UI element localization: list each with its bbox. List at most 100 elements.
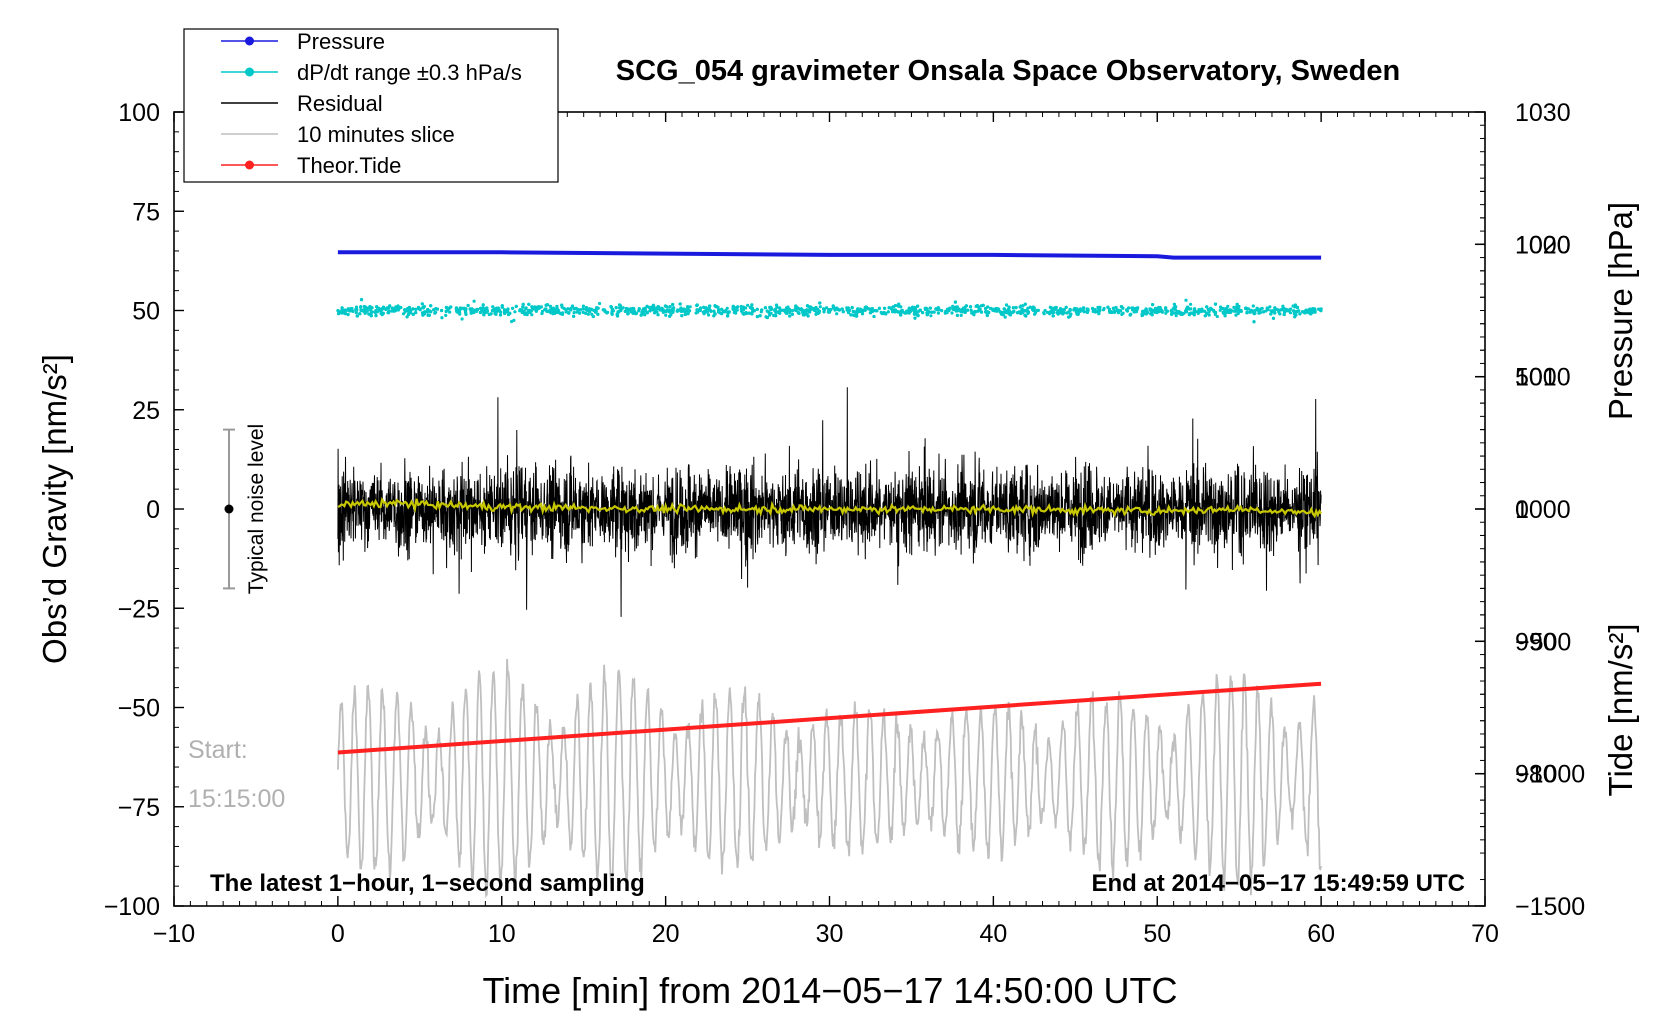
dpdt-point [1074, 310, 1078, 314]
dpdt-point [379, 308, 383, 312]
dpdt-point [1269, 312, 1273, 316]
dpdt-point [940, 309, 944, 313]
dpdt-point [1189, 302, 1193, 306]
legend-box [183, 28, 559, 183]
dpdt-point [1145, 309, 1149, 313]
dpdt-point [803, 310, 807, 314]
dpdt-point [1255, 306, 1259, 310]
dpdt-point [373, 310, 377, 314]
dpdt-point [545, 309, 550, 314]
dpdt-point [680, 314, 684, 318]
residual-smoothed-series [337, 496, 1323, 519]
dpdt-point [514, 304, 518, 308]
dpdt-point [1233, 309, 1238, 313]
dpdt-point [1196, 311, 1200, 315]
dpdt-point [712, 309, 716, 313]
dpdt-point [731, 307, 735, 311]
dpdt-point [925, 307, 929, 311]
residual-smoothed-line [337, 496, 1323, 519]
dpdt-point [1317, 307, 1321, 311]
dpdt-point [1067, 310, 1071, 314]
dpdt-point [977, 308, 981, 312]
dpdt-point [1164, 308, 1168, 312]
dpdt-point [1031, 305, 1035, 309]
dpdt-point [726, 314, 730, 318]
pressure-tick-label: 1020 [1515, 231, 1571, 259]
dpdt-point [588, 310, 592, 314]
dpdt-point [1257, 311, 1261, 315]
dpdt-point [411, 307, 415, 311]
dpdt-point [959, 308, 964, 312]
dpdt-point [986, 311, 991, 315]
dpdt-point [530, 313, 534, 317]
start-label: Start: [188, 736, 248, 764]
x-tick-label: 0 [331, 920, 345, 948]
dpdt-point [805, 312, 809, 316]
dpdt-point [828, 309, 832, 313]
dpdt-point [1108, 310, 1112, 314]
dpdt-point [545, 303, 550, 307]
dpdt-point [744, 311, 748, 316]
dpdt-point [752, 309, 756, 313]
dpdt-point [591, 314, 595, 319]
dpdt-point [1060, 308, 1064, 312]
dpdt-point [671, 310, 675, 314]
dpdt-point [370, 310, 374, 314]
legend-label: Pressure [297, 29, 385, 54]
pressure-tick-label: 980 [1515, 761, 1557, 789]
dpdt-point [1102, 306, 1106, 311]
dpdt-point [1020, 311, 1024, 315]
dpdt-point [1151, 303, 1155, 307]
dpdt-point [1073, 306, 1077, 311]
pressure-line [337, 250, 1322, 260]
tide-tick-label: 0 [1515, 496, 1529, 524]
dpdt-point [1265, 306, 1269, 310]
dpdt-point [1068, 307, 1072, 312]
dpdt-series [336, 298, 1323, 324]
dpdt-point [1134, 310, 1138, 314]
dpdt-point [1203, 314, 1207, 318]
tide-tick-label: −1000 [1515, 761, 1585, 789]
dpdt-point [432, 308, 436, 312]
dpdt-point [1148, 308, 1153, 312]
dpdt-point [1205, 311, 1209, 315]
dpdt-point [1028, 305, 1032, 309]
dpdt-point [816, 307, 820, 311]
dpdt-point [750, 303, 754, 307]
dpdt-point [1169, 309, 1173, 313]
dpdt-point [1170, 312, 1174, 316]
dpdt-point [896, 310, 900, 314]
dpdt-point [1276, 308, 1280, 312]
dpdt-point [682, 307, 686, 311]
dpdt-point [857, 309, 862, 313]
dpdt-point [387, 305, 391, 309]
dpdt-point [1191, 312, 1196, 316]
dpdt-point [510, 306, 515, 310]
dpdt-point [755, 315, 760, 319]
dpdt-point [1205, 305, 1209, 309]
dpdt-point [668, 305, 672, 309]
dpdt-point [645, 304, 649, 308]
dpdt-point [1097, 311, 1101, 315]
dpdt-point [1061, 312, 1065, 316]
dpdt-point [1141, 309, 1145, 313]
dpdt-point [698, 308, 702, 312]
dpdt-point [934, 307, 938, 311]
dpdt-point [788, 314, 792, 318]
dpdt-point [716, 305, 720, 309]
y-tick-label: −75 [118, 794, 160, 822]
dpdt-point [979, 310, 984, 314]
dpdt-point [500, 305, 504, 309]
dpdt-point [521, 302, 525, 306]
dpdt-point [825, 306, 829, 310]
y-tick-label: 50 [132, 298, 160, 326]
dpdt-point [338, 311, 342, 315]
axes: −10 0 10 20 30 40 50 60 70−100−75−50−25025507510… [104, 99, 1586, 948]
dpdt-point [801, 310, 805, 315]
dpdt-point [921, 311, 925, 315]
dpdt-point [984, 306, 988, 311]
dpdt-point [760, 308, 764, 312]
dpdt-point [918, 308, 922, 312]
dpdt-point [930, 310, 934, 314]
dpdt-point [1270, 310, 1274, 314]
